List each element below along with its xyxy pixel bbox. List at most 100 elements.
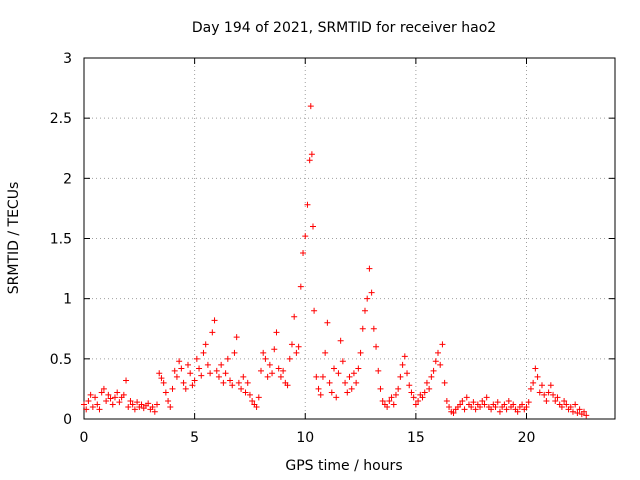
data-point <box>397 373 404 380</box>
data-point <box>258 367 264 374</box>
data-point <box>253 403 260 410</box>
data-point <box>286 355 293 362</box>
data-point <box>461 406 468 413</box>
data-point <box>538 382 545 389</box>
data-point <box>158 375 165 382</box>
data-point <box>242 389 249 396</box>
data-point <box>246 391 253 398</box>
data-point <box>488 406 495 413</box>
data-point <box>149 403 156 410</box>
data-point <box>198 372 205 379</box>
data-point <box>346 373 353 380</box>
x-tick-label: 20 <box>518 430 536 446</box>
data-point <box>233 334 240 341</box>
data-point <box>581 408 588 415</box>
data-point <box>550 391 557 398</box>
data-point <box>477 403 484 410</box>
data-point <box>530 379 537 386</box>
data-point <box>271 346 278 353</box>
data-point <box>83 406 90 413</box>
data-point <box>297 283 304 290</box>
data-point <box>304 201 311 208</box>
data-point <box>291 313 298 320</box>
y-tick-label: 0 <box>63 412 72 428</box>
data-point <box>277 373 284 380</box>
data-point <box>154 401 161 408</box>
data-point <box>339 358 346 365</box>
data-point <box>213 367 220 374</box>
data-point <box>545 389 552 396</box>
data-point <box>479 397 486 404</box>
data-point <box>483 394 490 401</box>
y-tick-label: 3 <box>63 51 72 67</box>
data-point <box>576 406 583 413</box>
data-point <box>432 358 439 365</box>
data-point <box>348 385 355 392</box>
data-point <box>162 389 169 396</box>
data-point <box>326 379 333 386</box>
data-point <box>384 403 391 410</box>
data-point <box>428 373 435 380</box>
data-point <box>138 401 145 408</box>
data-point <box>187 370 194 377</box>
data-point <box>510 401 517 408</box>
x-tick-label: 15 <box>407 430 425 446</box>
data-point <box>81 401 87 408</box>
x-tick-label: 5 <box>190 430 199 446</box>
data-point <box>222 370 229 377</box>
data-point <box>361 307 368 314</box>
data-point <box>423 379 430 386</box>
data-point <box>357 349 364 356</box>
data-point <box>114 389 121 396</box>
data-point <box>262 355 269 362</box>
x-tick-label: 10 <box>296 430 314 446</box>
data-point <box>123 377 130 384</box>
data-point <box>238 385 245 392</box>
data-point <box>379 397 386 404</box>
data-point <box>536 389 543 396</box>
data-point <box>331 365 338 372</box>
data-point <box>322 349 329 356</box>
data-point <box>543 397 550 404</box>
data-point <box>437 361 444 368</box>
data-point <box>468 403 475 410</box>
data-point <box>406 382 413 389</box>
data-point <box>100 385 107 392</box>
data-point <box>492 403 499 410</box>
data-point <box>229 382 236 389</box>
data-point <box>470 399 477 406</box>
data-point <box>308 151 315 158</box>
y-tick-label: 0.5 <box>50 352 72 368</box>
data-point <box>319 373 326 380</box>
data-point <box>410 394 417 401</box>
data-series <box>81 103 590 419</box>
data-point <box>392 391 399 398</box>
data-point <box>169 385 176 392</box>
data-point <box>401 353 408 360</box>
data-point <box>532 365 539 372</box>
data-point <box>204 361 211 368</box>
data-point <box>569 408 576 415</box>
data-point <box>377 385 384 392</box>
data-point <box>240 373 247 380</box>
data-point <box>160 379 167 386</box>
data-point <box>235 379 242 386</box>
data-point <box>554 394 561 401</box>
data-point <box>399 361 406 368</box>
data-point <box>255 394 262 401</box>
data-point <box>415 397 422 404</box>
data-point <box>373 343 380 350</box>
data-point <box>85 397 92 404</box>
data-point <box>284 382 291 389</box>
chart-title: Day 194 of 2021, SRMTID for receiver hao… <box>192 20 496 36</box>
data-point <box>370 325 377 332</box>
data-point <box>98 389 105 396</box>
data-point <box>430 367 437 374</box>
data-point <box>94 401 101 408</box>
data-point <box>328 389 335 396</box>
data-point <box>280 367 287 374</box>
data-point <box>446 403 453 410</box>
data-point <box>395 385 402 392</box>
data-point <box>134 399 141 406</box>
